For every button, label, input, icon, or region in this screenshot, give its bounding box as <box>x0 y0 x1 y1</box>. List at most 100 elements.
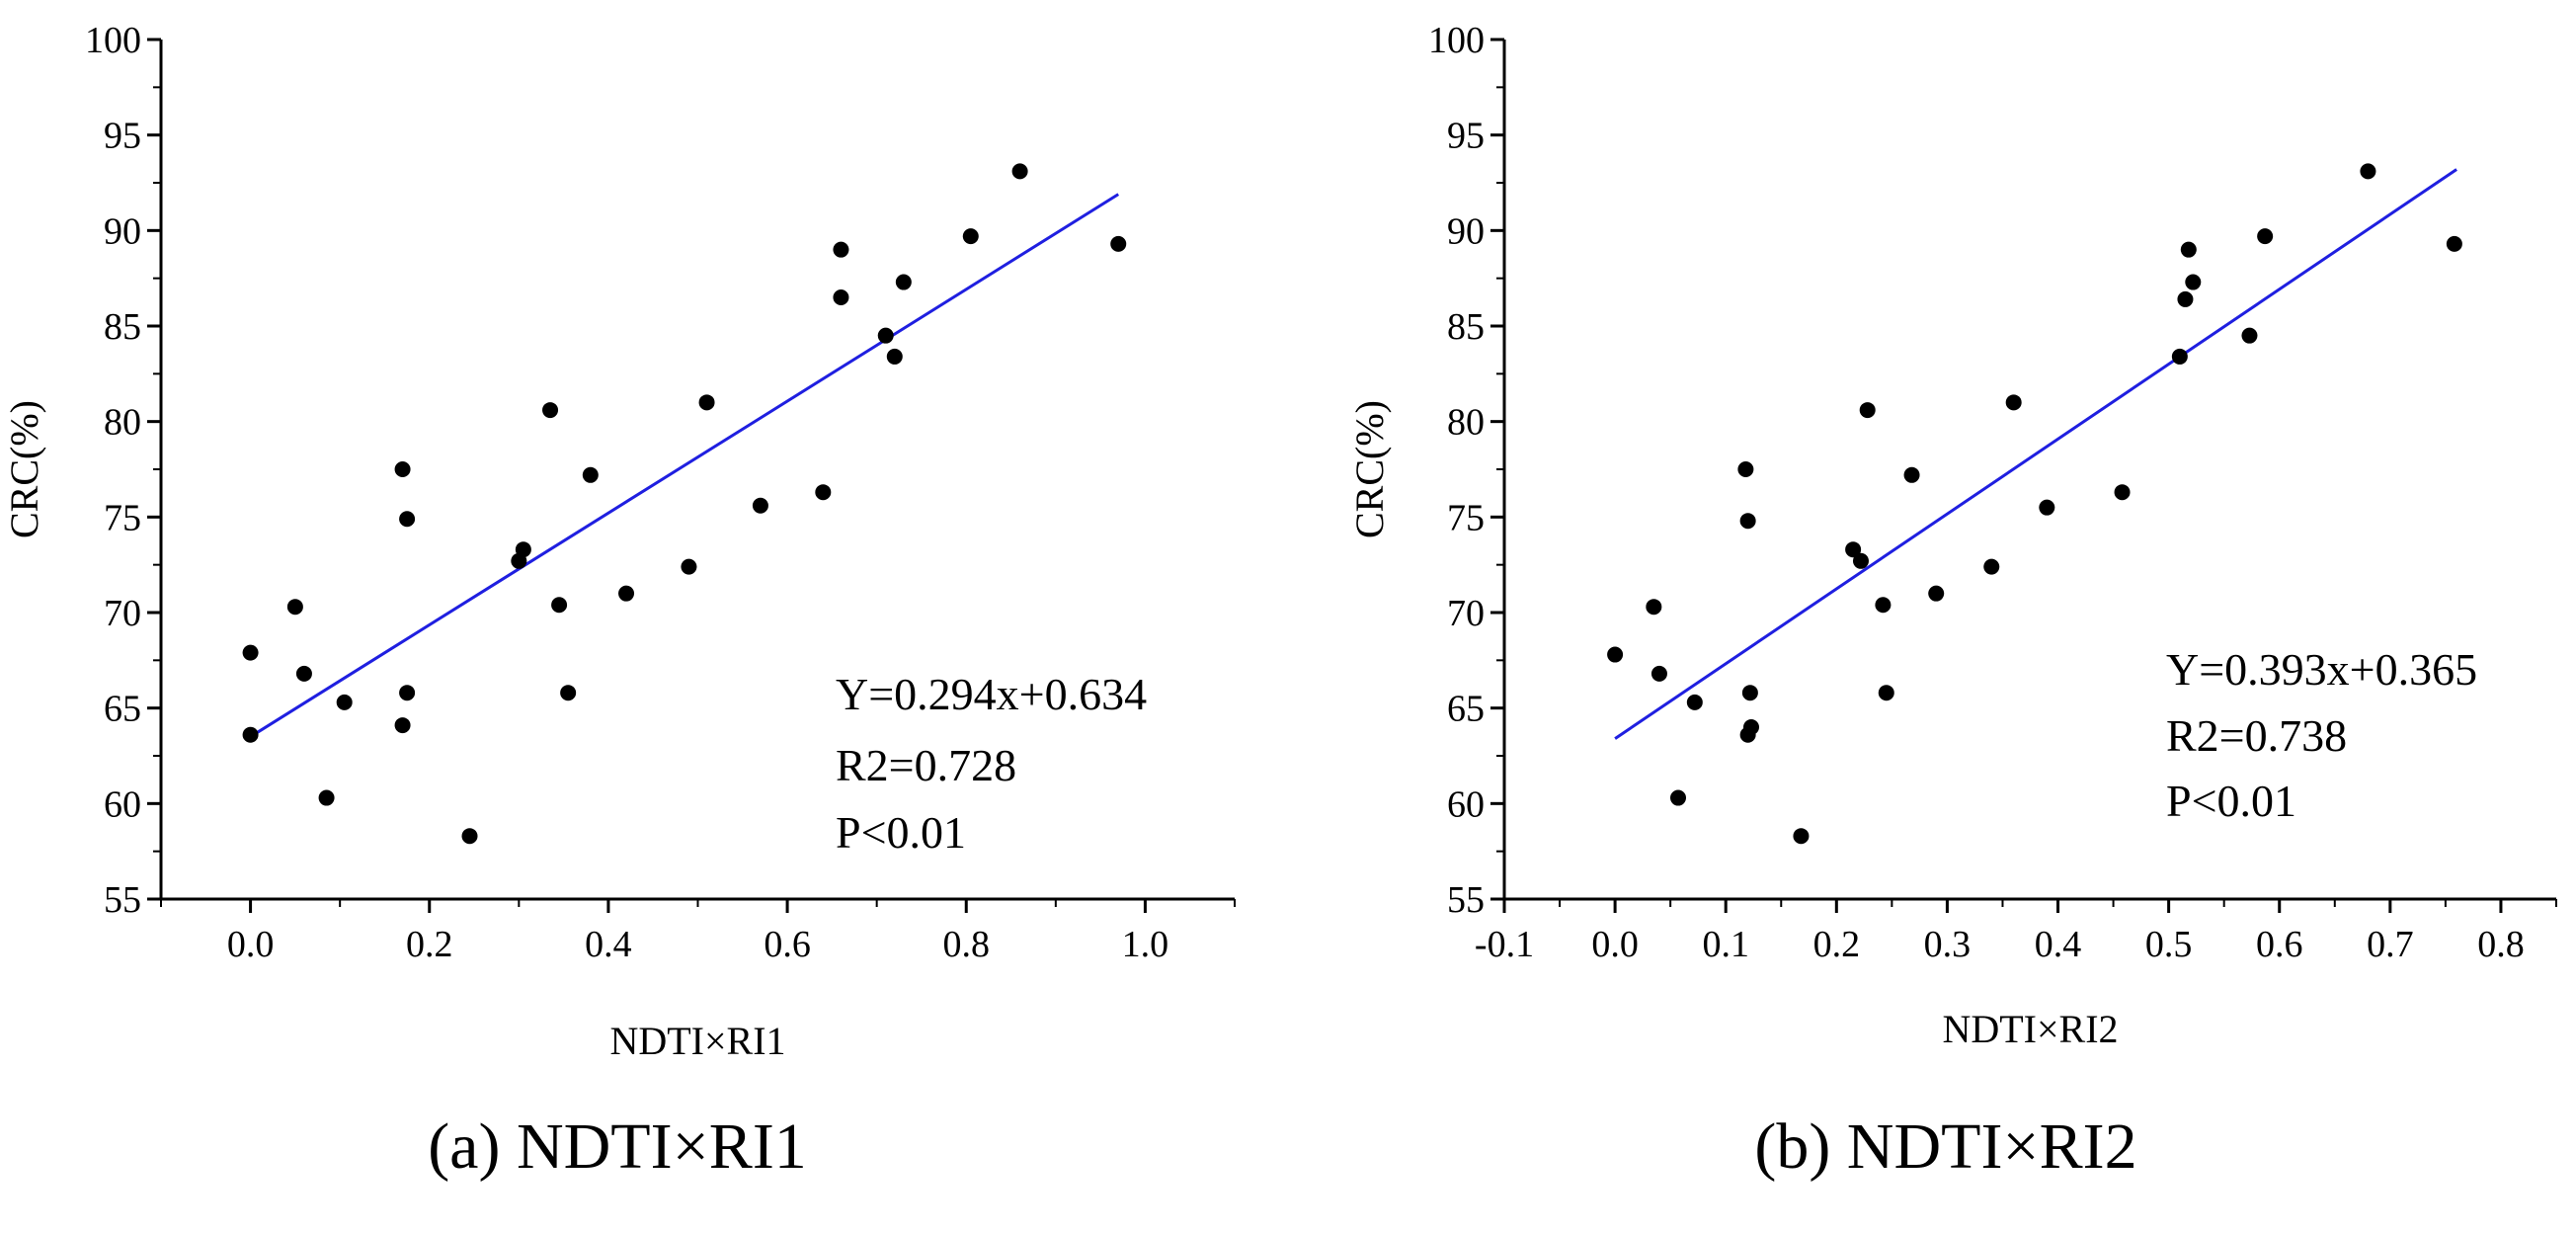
y-tick-label: 65 <box>1447 689 1485 730</box>
data-point <box>962 228 979 245</box>
data-point <box>542 402 559 419</box>
x-tick-label: 0.8 <box>943 924 991 965</box>
panel-a: 55 60 65 70 75 80 85 90 95 100 0.0 0.2 0.4 0.6 0.8 1.0 C… <box>2 20 1236 1183</box>
data-point <box>295 665 312 682</box>
data-point <box>1928 585 1945 602</box>
y-tick-label: 70 <box>1447 593 1485 634</box>
data-point <box>833 241 849 258</box>
data-point <box>1741 685 1758 701</box>
data-point <box>1737 461 1754 477</box>
data-point <box>1650 665 1667 682</box>
y-axis-label: CRC(%) <box>2 400 46 538</box>
panel-caption: (b) NDTI×RI2 <box>1754 1110 2136 1183</box>
y-axis-label: CRC(%) <box>1347 400 1392 538</box>
annotation-line: P<0.01 <box>836 807 966 858</box>
data-point <box>394 461 411 477</box>
y-tick-label: 85 <box>1447 306 1485 348</box>
data-point <box>242 644 259 661</box>
data-point <box>1670 789 1687 806</box>
data-point <box>1607 646 1624 663</box>
data-point <box>877 327 894 344</box>
data-point <box>1686 694 1703 710</box>
panel-b: 55 60 65 70 75 80 85 90 95 100 -0.1 0.0 0.1 0.2 0.3 0.4… <box>1347 20 2557 1183</box>
x-tick-label: 0.4 <box>2035 924 2082 965</box>
data-point <box>2446 235 2462 252</box>
data-point <box>1875 597 1892 614</box>
data-point <box>560 685 577 701</box>
y-tick-label: 80 <box>104 402 141 444</box>
y-tick-label: 75 <box>104 497 141 538</box>
data-point <box>618 585 635 602</box>
x-tick-label: 0.5 <box>2145 924 2193 965</box>
y-tick-label: 80 <box>1447 402 1485 444</box>
data-point <box>815 484 832 501</box>
y-tick-label: 55 <box>1447 879 1485 921</box>
data-point <box>895 274 912 290</box>
data-point <box>399 511 416 528</box>
data-point <box>336 694 353 710</box>
data-point <box>461 828 478 845</box>
data-point <box>2177 290 2194 307</box>
y-tick-label: 55 <box>104 879 141 921</box>
regression-line <box>249 193 1120 738</box>
x-tick-label: 0.1 <box>1702 924 1749 965</box>
data-point <box>551 597 568 614</box>
x-tick-label: 0.8 <box>2477 924 2525 965</box>
data-point <box>1903 466 1920 483</box>
data-point <box>399 685 416 701</box>
annotation-line: R2=0.728 <box>836 740 1016 790</box>
regression-line <box>1614 168 2457 740</box>
panel-caption: (a) NDTI×RI1 <box>428 1110 807 1183</box>
data-point <box>698 394 715 411</box>
data-point <box>1110 235 1127 252</box>
data-point <box>242 726 259 743</box>
x-axis-label: NDTI×RI2 <box>1942 1007 2118 1051</box>
x-tick-label: 0.0 <box>227 924 275 965</box>
x-tick-label: 0.4 <box>585 924 632 965</box>
data-point <box>1845 541 1862 558</box>
x-tick-label: 0.6 <box>2256 924 2303 965</box>
x-tick-label: 0.7 <box>2367 924 2414 965</box>
y-tick-label: 90 <box>1447 210 1485 252</box>
data-point <box>886 348 903 365</box>
data-point <box>752 497 768 514</box>
y-tick-label: 70 <box>104 593 141 634</box>
x-tick-label: 0.0 <box>1591 924 1639 965</box>
x-tick-label: 0.3 <box>1924 924 1972 965</box>
data-point <box>2360 163 2376 180</box>
data-point <box>1859 402 1876 419</box>
x-axis-label: NDTI×RI1 <box>609 1019 785 1063</box>
y-tick-label: 95 <box>1447 116 1485 157</box>
x-tick-label: -0.1 <box>1475 924 1534 965</box>
data-point <box>2241 327 2258 344</box>
y-tick-label: 90 <box>104 210 141 252</box>
data-point <box>1983 558 2000 575</box>
y-tick-label: 75 <box>1447 497 1485 538</box>
y-tick-label: 60 <box>104 783 141 825</box>
data-point <box>1739 513 1756 530</box>
x-tick-label: 0.2 <box>406 924 453 965</box>
data-point <box>515 541 531 558</box>
data-point <box>1878 685 1894 701</box>
y-tick-label: 60 <box>1447 783 1485 825</box>
data-point <box>1742 719 1759 735</box>
y-tick-label: 100 <box>1428 20 1485 61</box>
annotation-line: R2=0.738 <box>2166 710 2347 761</box>
y-tick-label: 100 <box>85 20 141 61</box>
data-point <box>2005 394 2022 411</box>
data-point <box>1852 552 1869 569</box>
x-tick-label: 0.6 <box>764 924 811 965</box>
data-point <box>2171 348 2188 365</box>
data-point <box>582 466 599 483</box>
data-point <box>2114 484 2131 501</box>
y-tick-label: 85 <box>104 306 141 348</box>
x-tick-label: 0.2 <box>1813 924 1861 965</box>
data-point <box>1793 828 1810 845</box>
data-point <box>833 289 849 305</box>
annotation-line: Y=0.393x+0.365 <box>2166 644 2477 695</box>
data-point <box>1646 599 1662 616</box>
data-point <box>2039 499 2055 516</box>
x-tick-label: 1.0 <box>1122 924 1169 965</box>
data-point <box>2185 274 2202 290</box>
